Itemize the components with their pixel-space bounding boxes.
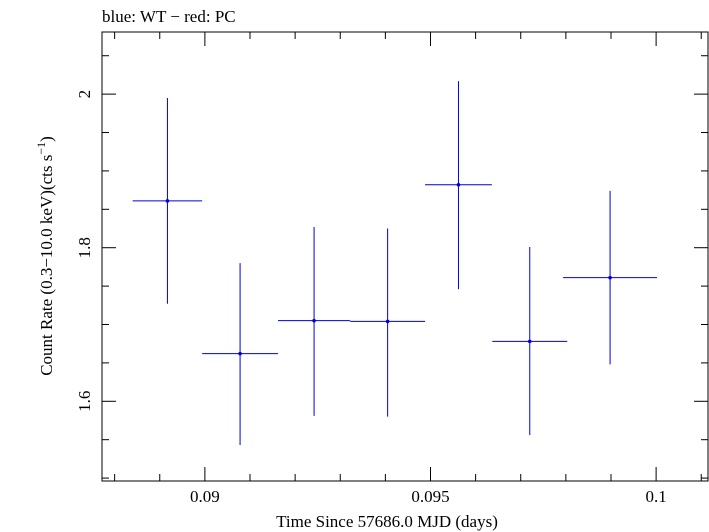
x-tick-label: 0.09 (190, 487, 220, 506)
data-point (202, 263, 278, 446)
point-marker (527, 339, 532, 344)
data-point (563, 190, 658, 365)
x-tick-label: 0.095 (411, 487, 449, 506)
y-tick-label: 1.8 (75, 237, 94, 258)
y-axis-label-main: Count Rate (0.3−10.0 keV)(cts s (37, 155, 56, 376)
y-axis-label-close: ) (37, 136, 56, 142)
x-tick-label: 0.1 (645, 487, 666, 506)
point-marker (312, 318, 316, 323)
y-axis-label-exponent: −1 (34, 142, 48, 155)
point-marker (608, 275, 612, 280)
series-wt (132, 81, 658, 446)
y-axis-tick-labels: 1.6 1.8 2 (75, 90, 94, 412)
y-axis-label: Count Rate (0.3−10.0 keV)(cts s−1) (34, 136, 56, 376)
y-tick-label: 1.6 (75, 391, 94, 412)
data-point (425, 81, 492, 290)
data-point (277, 226, 351, 416)
x-axis-tick-labels: 0.09 0.095 0.1 (190, 487, 667, 506)
point-marker (165, 199, 170, 203)
point-marker (385, 319, 390, 324)
point-marker (238, 351, 242, 356)
x-axis-ticks (114, 32, 702, 481)
data-point (132, 97, 203, 304)
y-tick-label: 2 (75, 90, 94, 99)
data-series (132, 81, 658, 446)
x-axis-label: Time Since 57686.0 MJD (days) (276, 512, 498, 531)
point-marker (456, 182, 461, 187)
y-axis-ticks (102, 55, 708, 479)
data-point (350, 228, 426, 417)
plot-frame (101, 31, 709, 482)
chart-title: blue: WT − red: PC (102, 7, 236, 26)
data-point (492, 246, 568, 436)
